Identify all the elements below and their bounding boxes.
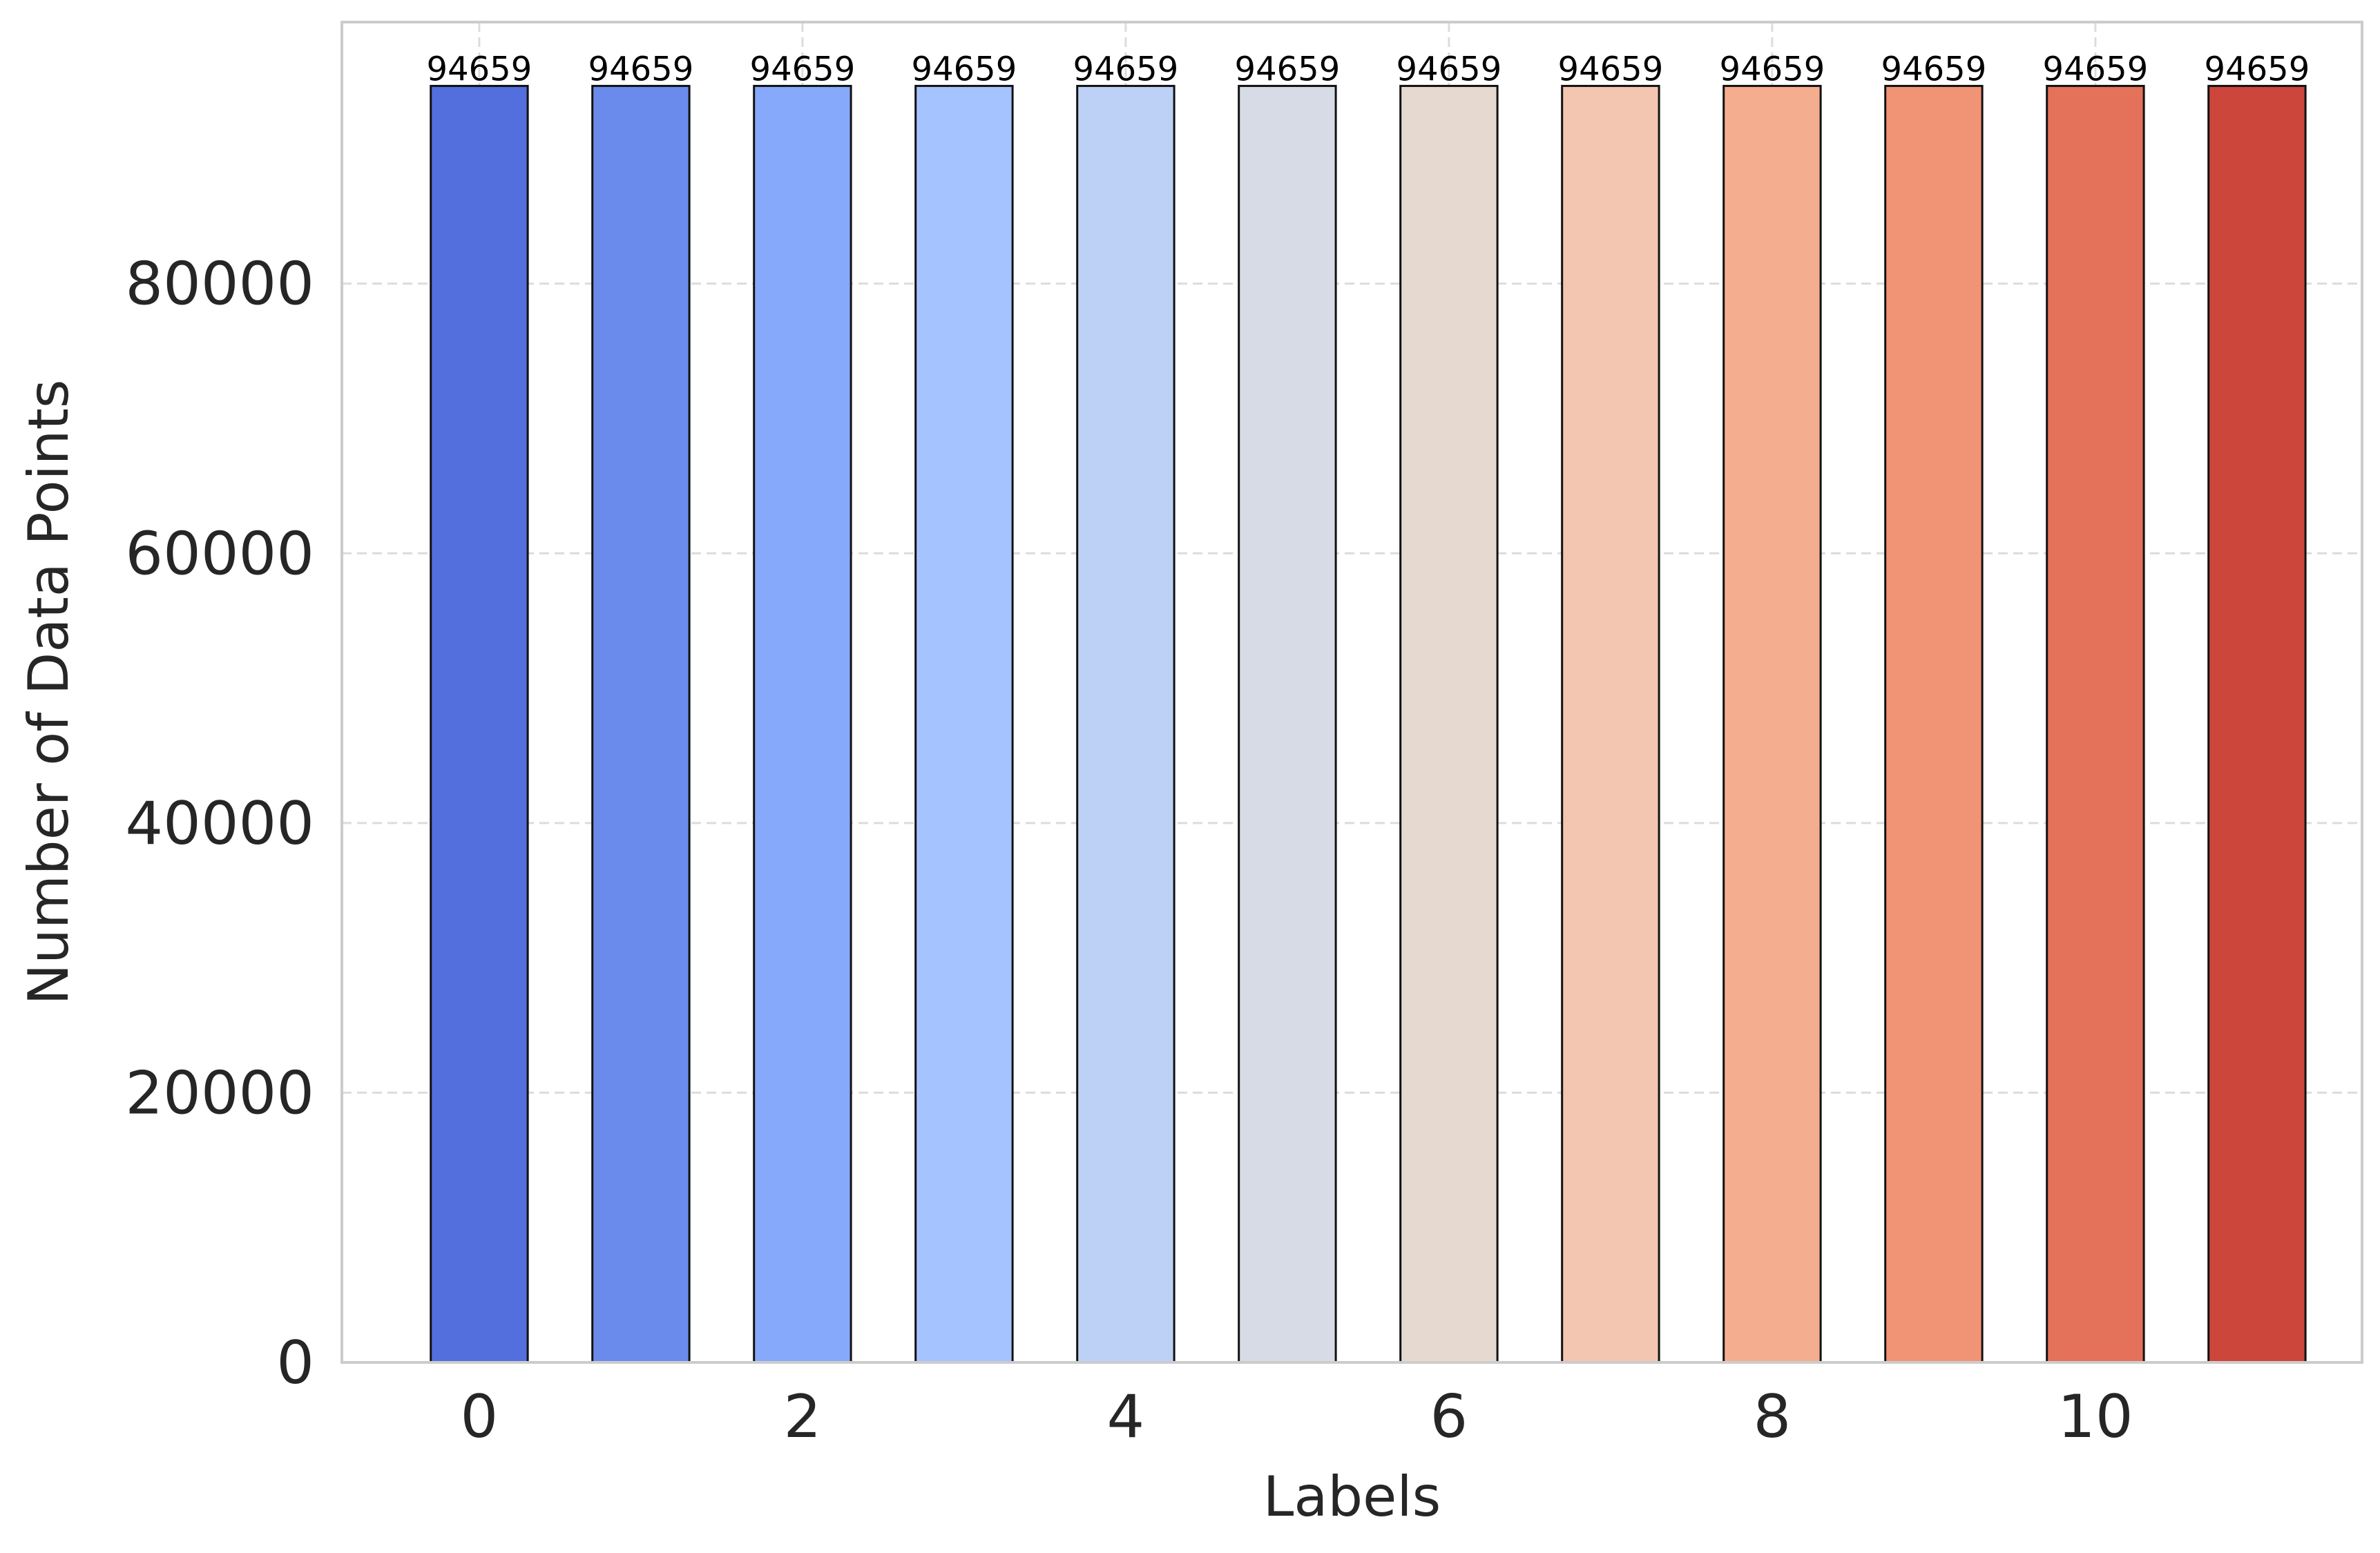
y-axis-title: Number of Data Points: [17, 379, 81, 1005]
bar-value-label: 94659: [1720, 50, 1825, 88]
bar: [2207, 84, 2307, 1364]
x-tick-label: 0: [461, 1382, 499, 1451]
bar-value-label: 94659: [1558, 50, 1664, 88]
bar-value-label: 94659: [912, 50, 1017, 88]
bar-value-label: 94659: [588, 50, 694, 88]
bar: [914, 84, 1014, 1364]
x-tick-label: 8: [1754, 1382, 1792, 1451]
bar-value-label: 94659: [2205, 50, 2310, 88]
x-tick-label: 10: [2057, 1382, 2133, 1451]
bar-value-label: 94659: [1073, 50, 1179, 88]
y-tick-label: 20000: [125, 1059, 314, 1128]
x-tick-label: 4: [1107, 1382, 1145, 1451]
bar: [591, 84, 691, 1364]
bar: [1076, 84, 1175, 1364]
y-tick-label: 80000: [125, 250, 314, 319]
data-labels: 94659 94659 94659 94659 94659 94659 94659 94659…: [427, 50, 2310, 88]
plot-frame: [340, 21, 2363, 1364]
x-tick-label: 2: [784, 1382, 822, 1451]
bar-value-label: 94659: [427, 50, 532, 88]
y-axis-ticks: 0 20000 40000 60000 80000: [125, 250, 314, 1398]
bar: [1722, 84, 1822, 1364]
bar-value-label: 94659: [1235, 50, 1341, 88]
x-axis-title: Labels: [1263, 1465, 1441, 1529]
bar: [2046, 84, 2145, 1364]
bar: [1399, 84, 1499, 1364]
y-tick-label: 60000: [125, 519, 314, 588]
bar-value-label: 94659: [2043, 50, 2149, 88]
bar-value-label: 94659: [1397, 50, 1502, 88]
y-tick-label: 40000: [125, 789, 314, 858]
bars: [430, 84, 2307, 1364]
bar-value-label: 94659: [750, 50, 856, 88]
y-tick-label: 0: [276, 1329, 314, 1398]
x-axis-ticks: 0 2 4 6 8 10: [461, 1382, 2133, 1451]
bar: [1238, 84, 1337, 1364]
bar: [1561, 84, 1660, 1364]
bar-value-label: 94659: [1881, 50, 1987, 88]
x-tick-label: 6: [1430, 1382, 1468, 1451]
bar: [753, 84, 852, 1364]
bar: [1884, 84, 1984, 1364]
bar: [430, 84, 529, 1364]
